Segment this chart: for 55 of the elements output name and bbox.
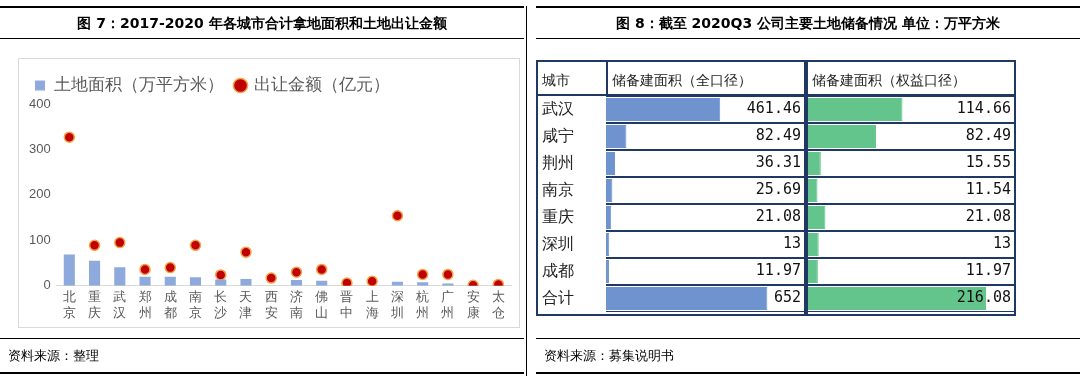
x-tick-label: 太仓 — [491, 289, 505, 320]
data-label: 11.97 — [965, 261, 1011, 280]
x-axis-title: 储备建面积（全口径） — [606, 60, 806, 96]
y-tick-label: 300 — [28, 141, 51, 157]
chart-title: 图 7：2017-2020 年各城市合计拿地面积和土地出让金额 — [0, 6, 524, 39]
y-tick-label: 深圳 — [542, 233, 574, 253]
legend-label: 出让金额（亿元） — [254, 75, 390, 95]
data-label: 15.55 — [965, 153, 1011, 172]
x-tick-label: 重庆 — [88, 289, 102, 320]
text: 图 8：截至 2020Q3 公司主要土地储备情况 单位：万平方米 — [536, 6, 1080, 39]
x-tick-label: 北京 — [62, 289, 76, 320]
y-tick-label: 200 — [28, 186, 51, 202]
x-tick-label: 深圳 — [389, 289, 404, 320]
data-label: 82.49 — [965, 126, 1011, 145]
x-tick-label: 长沙 — [214, 289, 228, 320]
x-tick-label: 郑州 — [138, 289, 152, 320]
y-tick-label: 荆州 — [542, 152, 574, 172]
y-tick-label: 合计 — [542, 287, 574, 307]
y-tick-label: 400 — [28, 95, 51, 111]
x-tick-label: 晋中 — [340, 289, 354, 320]
x-axis-title: 储备建面积（权益口径） — [806, 60, 1016, 96]
y-tick-label: 100 — [28, 231, 51, 247]
data-label: 13 — [992, 234, 1011, 253]
data-label: 21.08 — [965, 207, 1011, 226]
x-tick-label: 武汉 — [113, 289, 127, 320]
text: 资料来源：整理 — [0, 338, 524, 374]
text: 资料来源：募集说明书 — [536, 338, 1080, 374]
data-label: 11.97 — [755, 261, 801, 280]
data-label: 36.31 — [755, 153, 801, 172]
y-tick-label: 南京 — [542, 179, 574, 199]
y-tick-label: 0 — [43, 277, 51, 293]
legend-label: 土地面积（万平方米） — [53, 75, 224, 95]
y-tick-label: 咸宁 — [542, 125, 574, 145]
y-axis-title: 城市 — [536, 60, 608, 96]
data-label: 11.54 — [965, 180, 1011, 199]
data-label: 21.08 — [755, 207, 801, 226]
y-tick-label: 武汉 — [542, 98, 574, 118]
x-tick-label: 南京 — [189, 289, 203, 320]
y-tick-label: 重庆 — [542, 206, 574, 226]
x-tick-label: 佛山 — [315, 289, 329, 320]
x-tick-label: 安康 — [466, 289, 480, 320]
x-tick-label: 杭州 — [415, 289, 430, 320]
x-tick-label: 西安 — [264, 289, 278, 320]
data-label: 114.66 — [956, 99, 1011, 118]
data-label: 25.69 — [755, 180, 801, 199]
data-label: 13 — [782, 234, 801, 253]
x-tick-label: 成都 — [163, 289, 177, 320]
data-label: 82.49 — [755, 126, 801, 145]
x-tick-label: 广州 — [441, 289, 455, 320]
data-label: 461.46 — [746, 99, 801, 118]
x-tick-label: 上海 — [365, 289, 379, 320]
data-label: 652 — [773, 288, 801, 307]
y-tick-label: 成都 — [542, 260, 574, 280]
x-tick-label: 济南 — [289, 289, 303, 320]
x-tick-label: 天津 — [239, 289, 253, 320]
